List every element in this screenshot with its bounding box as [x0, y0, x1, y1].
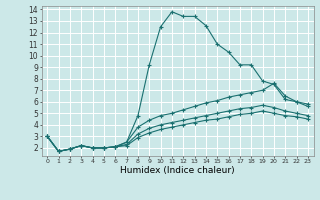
X-axis label: Humidex (Indice chaleur): Humidex (Indice chaleur) — [120, 166, 235, 175]
